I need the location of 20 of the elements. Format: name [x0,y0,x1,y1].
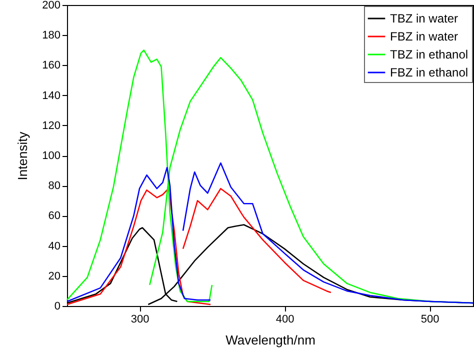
y-tick-label: 20 [48,270,60,282]
x-tick-label: 500 [420,314,440,326]
y-tick-label: 120 [42,120,60,132]
legend-label: TBZ in water [390,12,458,26]
y-tick-label: 180 [42,30,60,42]
y-tick-label: 200 [42,0,60,12]
legend-label: FBZ in ethanol [390,66,468,80]
y-tick-label: 140 [42,90,60,102]
legend-label: FBZ in water [390,30,458,44]
y-tick-label: 80 [48,180,60,192]
y-tick-label: 0 [54,300,60,312]
x-tick-label: 400 [276,314,294,326]
y-tick-label: 60 [48,210,60,222]
x-axis-title: Wavelength/nm [226,332,316,348]
y-tick-label: 160 [42,60,60,72]
x-tick-label: 300 [130,314,150,326]
y-tick-label: 40 [48,240,60,252]
legend-label: TBZ in ethanol [390,48,468,62]
y-axis-title: Intensity [15,131,30,180]
y-tick-label: 100 [42,150,60,162]
